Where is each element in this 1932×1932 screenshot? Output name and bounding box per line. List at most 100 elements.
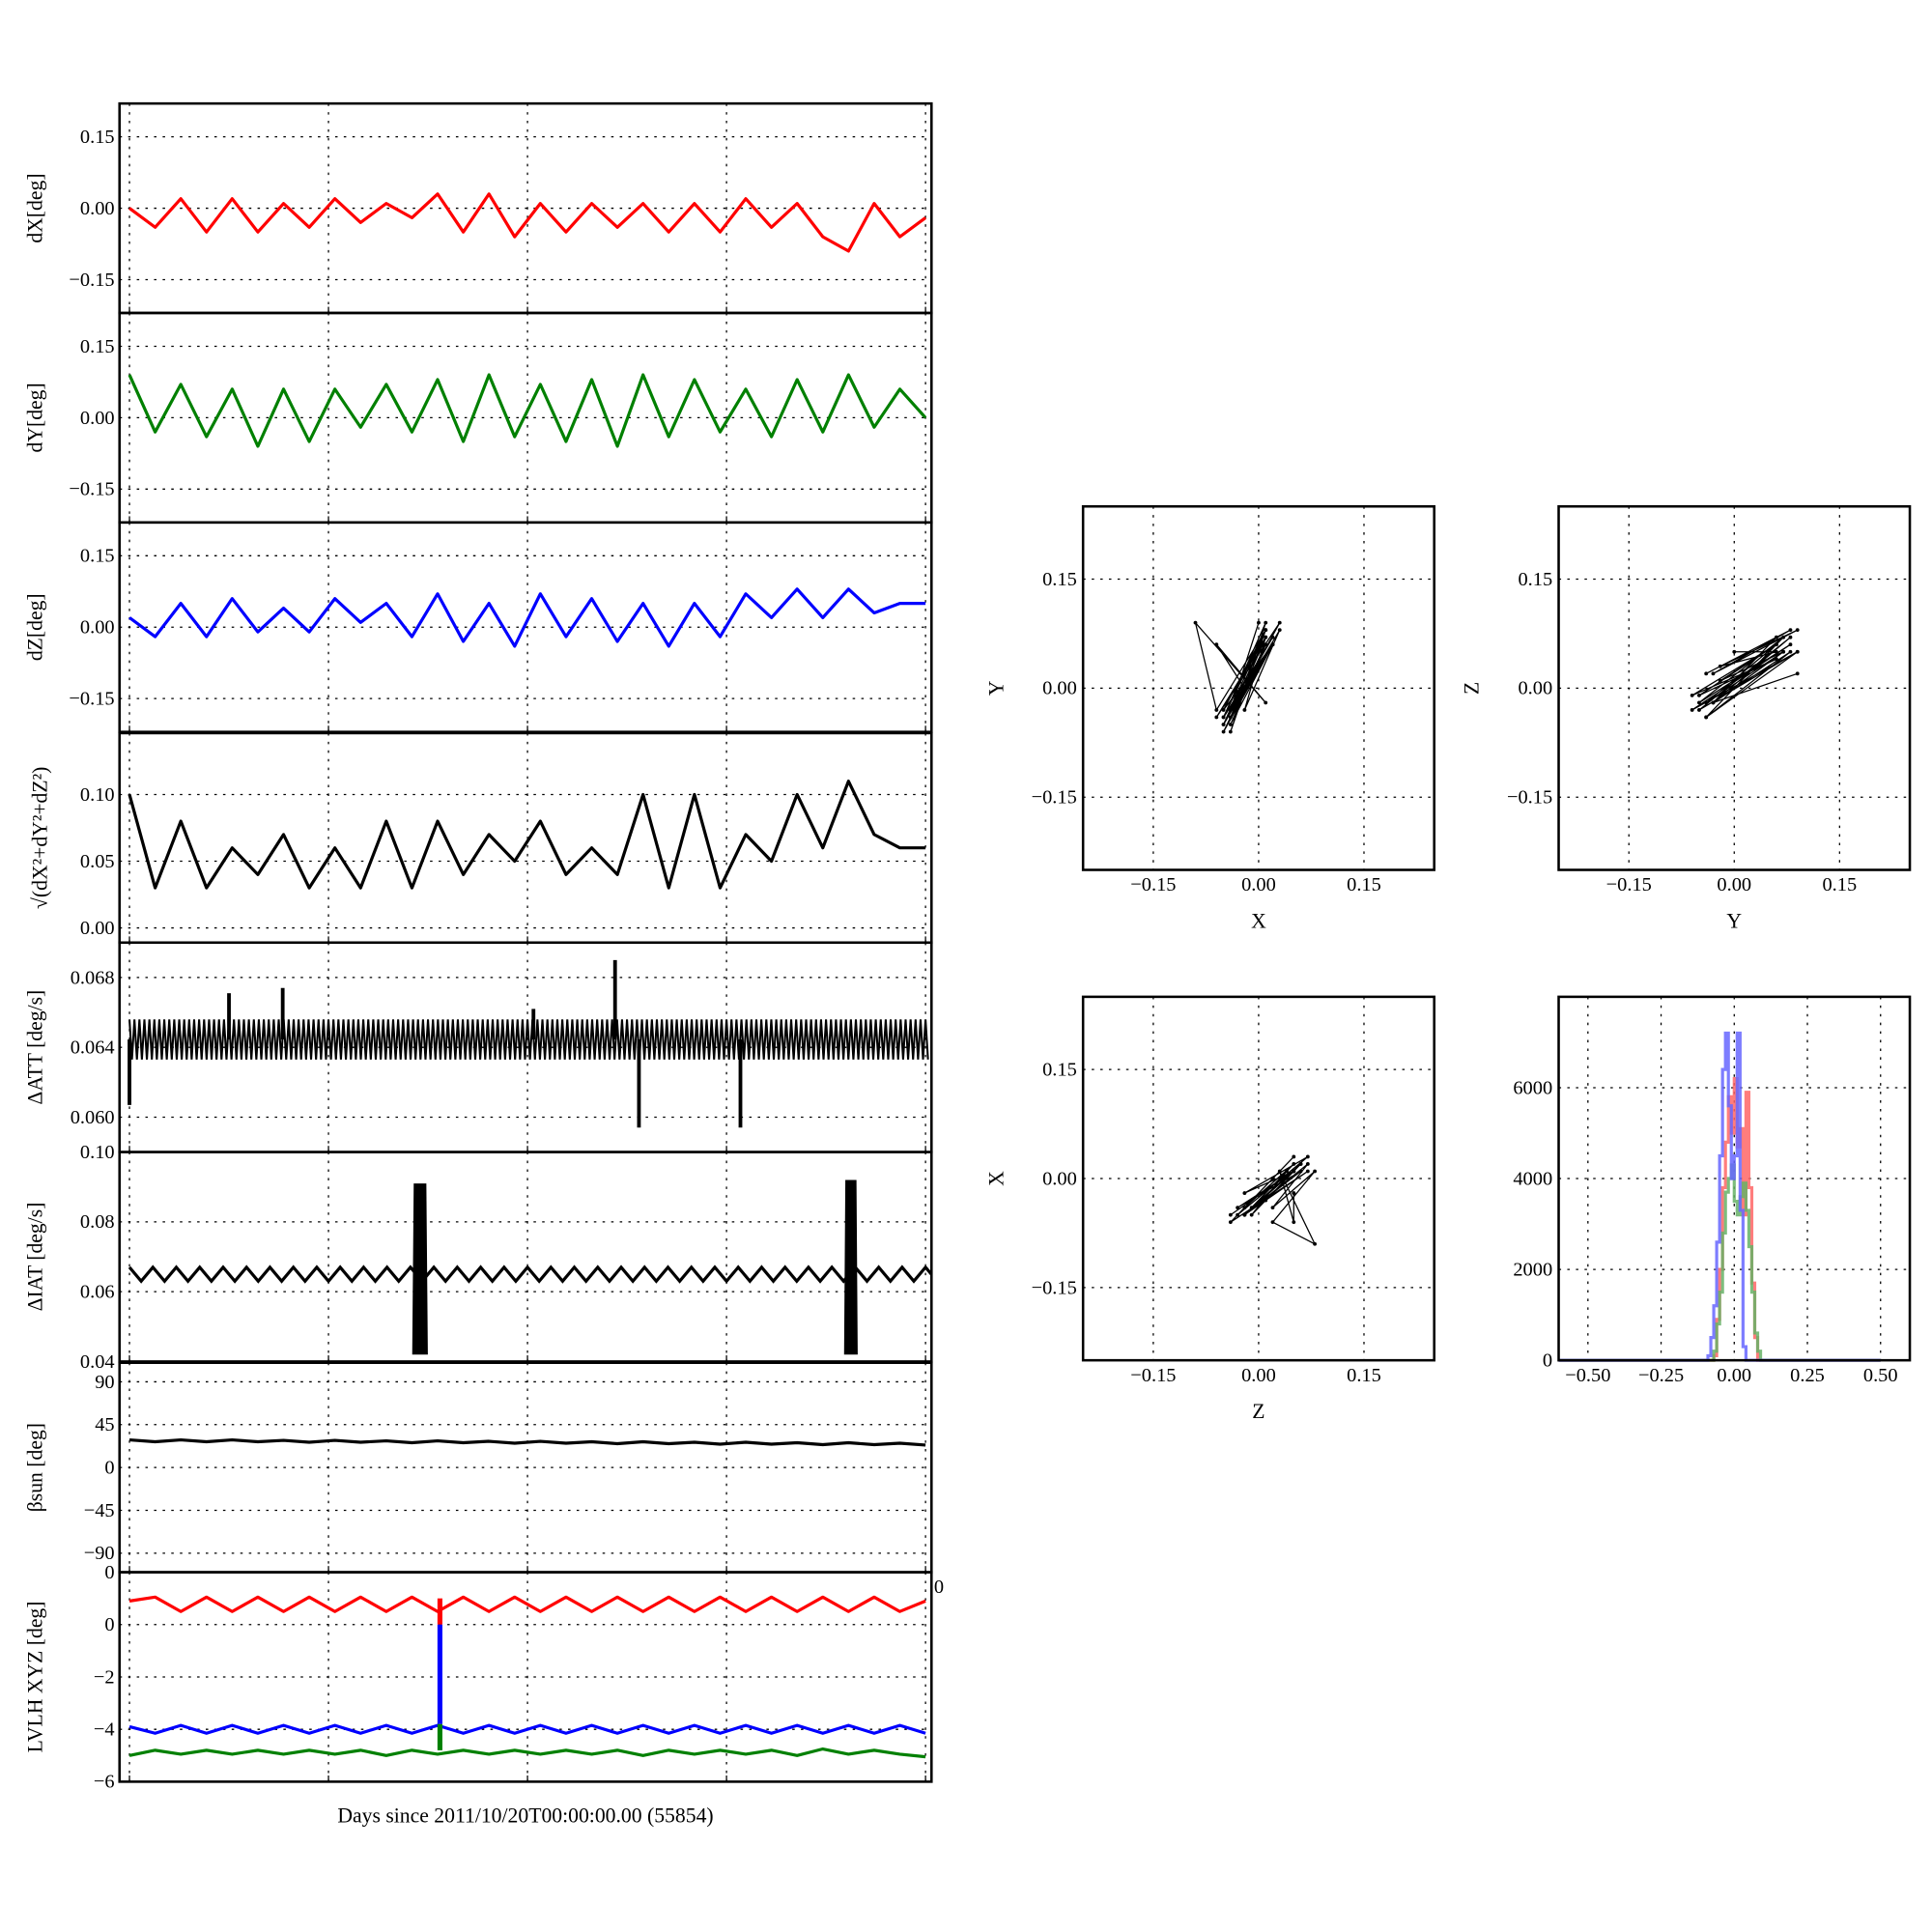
scatter-point: [1242, 1206, 1247, 1210]
data-layer: [128, 780, 926, 890]
axes-frame: [1081, 995, 1435, 1362]
x-axis-label: Days since 2011/10/20T00:00:00.00 (55854…: [337, 1804, 713, 1827]
x-tick-label: 0.00: [1717, 1365, 1751, 1386]
scatter-point: [1774, 642, 1778, 647]
scatter-point: [1313, 1169, 1318, 1174]
scatter-point: [1305, 1162, 1310, 1166]
y-tick-label: 4000: [1513, 1168, 1552, 1189]
scatter-point: [1788, 635, 1793, 639]
y-tick-label: 0: [1543, 1350, 1552, 1372]
y-tick-label: −0.15: [1032, 787, 1077, 809]
panel-dy: 0.15 0.00 −0.15 dY[deg]: [23, 311, 933, 525]
x-tick-label: −0.15: [1606, 874, 1652, 895]
y-tick-label: −0.15: [69, 479, 114, 500]
y-tick-label: 0.15: [80, 546, 115, 567]
y-tick-label: 0.05: [80, 851, 115, 872]
scatter-point: [1732, 649, 1737, 654]
scatter-point: [1697, 693, 1701, 697]
y-tick-label: 0.15: [1518, 569, 1552, 590]
y-tick-label: 0: [104, 1614, 114, 1635]
axes-frame: [118, 731, 933, 945]
y-tick-label: −45: [84, 1500, 115, 1521]
scatter-trace: [1194, 622, 1281, 732]
scatter-point: [1774, 635, 1778, 639]
histogram-step: [1558, 1031, 1881, 1362]
scatter-point: [1277, 1169, 1282, 1174]
data-layer: [128, 1437, 926, 1447]
axes-frame: [1557, 504, 1912, 871]
y-axis-label: dY[deg]: [23, 383, 46, 452]
series-band: [128, 1264, 932, 1284]
x-tick-label: −0.15: [1130, 874, 1176, 895]
scatter-point: [1270, 1177, 1275, 1180]
scatter-point: [1236, 1212, 1240, 1217]
scatter-point: [1228, 729, 1233, 734]
series-line: [128, 1437, 926, 1447]
scatter-point: [1228, 723, 1233, 726]
scatter-point: [1214, 715, 1219, 720]
x-tick-label: 0.50: [1863, 1365, 1898, 1386]
x-tick-label: 0.15: [1347, 1365, 1381, 1386]
scatter-point: [1270, 1206, 1275, 1210]
scatter-point: [1214, 642, 1219, 647]
panel-dz: 0.15 0.00 −0.15 dZ[deg]: [23, 521, 933, 733]
burst: [843, 1179, 858, 1355]
axes-frame: [1081, 504, 1435, 871]
scatter-point: [1264, 1198, 1268, 1203]
y-tick-label: 0.06: [80, 1282, 115, 1303]
scatter-point: [1264, 620, 1268, 625]
scatter-point: [1305, 1169, 1310, 1174]
scatter-point: [1228, 1220, 1233, 1225]
x-tick-label: 0.00: [1241, 874, 1276, 895]
scatter-point: [1788, 649, 1793, 654]
scatter-point: [1298, 1162, 1303, 1166]
y-tick-label: 0.00: [1042, 678, 1077, 699]
x-tick-label: −0.50: [1565, 1365, 1610, 1386]
panel-datt: 0.068 0.064 0.060 ΔATT [deg/s]: [23, 941, 933, 1153]
scatter-panel-y-vs-x: −0.15 −0.15 0.00 0.00 0.15 0.15 X Y: [984, 504, 1435, 932]
y-tick-label: 0.060: [71, 1107, 115, 1128]
y-tick-label: 0.15: [80, 336, 115, 357]
scatter-point: [1277, 628, 1282, 633]
scatter-point: [1270, 1220, 1275, 1225]
data-layer: [128, 959, 929, 1128]
x-tick-label: 0: [934, 1577, 944, 1598]
histogram-panel: −0.50 −0.25 0.00 0.25 0.50 0 2000 4000 6000: [1513, 995, 1912, 1386]
scatter-point: [1292, 1220, 1296, 1225]
scatter-point: [1242, 686, 1247, 691]
scatter-point: [1257, 620, 1261, 625]
y-axis-label: Y: [984, 680, 1008, 696]
series-line: [128, 1595, 926, 1613]
scatter-point: [1774, 649, 1778, 654]
scatter-point: [1690, 708, 1694, 712]
scatter-panel-z-vs-y: −0.15 −0.15 0.00 0.00 0.15 0.15 Y Z: [1461, 504, 1912, 932]
scatter-point: [1292, 1191, 1296, 1195]
y-tick-label: 0.00: [1042, 1168, 1077, 1189]
y-tick-label: 0.064: [71, 1037, 115, 1059]
y-axis-label: ΔATT [deg/s]: [23, 990, 46, 1105]
scatter-point: [1690, 693, 1694, 697]
scatter-point: [1236, 700, 1240, 705]
y-tick-label: −2: [94, 1666, 115, 1688]
y-tick-label: 0.04: [80, 1351, 115, 1373]
y-tick-label: 2000: [1513, 1259, 1552, 1280]
scatter-point: [1193, 620, 1198, 625]
y-tick-label: 6000: [1513, 1077, 1552, 1098]
data-layer: [128, 587, 926, 648]
axes-frame: [1557, 995, 1912, 1362]
y-tick-label: −4: [94, 1719, 115, 1741]
panel-diat: 0.10 0.08 0.06 0.04 ΔIAT [deg/s]: [23, 1142, 933, 1373]
scatter-point: [1292, 1169, 1296, 1174]
series-line: [128, 587, 926, 648]
scatter-point: [1795, 649, 1800, 654]
series-line: [128, 780, 926, 890]
x-axis-label: X: [1251, 909, 1266, 932]
panel-dx: 0.15 0.00 −0.15 dX[deg]: [23, 101, 933, 315]
y-tick-label: 0.00: [80, 617, 115, 639]
scatter-point: [1242, 1212, 1247, 1217]
scatter-point: [1270, 642, 1275, 647]
x-tick-label: 0.15: [1822, 874, 1857, 895]
y-tick-label: 0: [104, 1562, 114, 1583]
y-tick-label: −6: [94, 1772, 115, 1793]
